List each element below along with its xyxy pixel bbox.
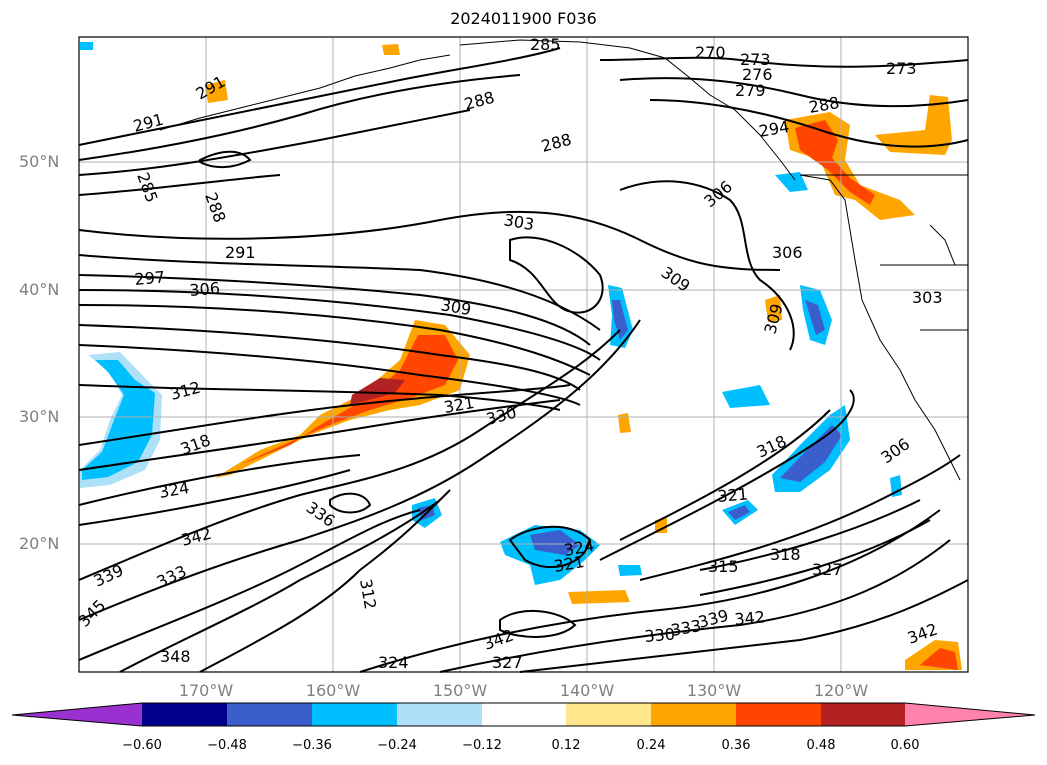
contour-label: 276 bbox=[742, 65, 773, 84]
colorbar-segment bbox=[821, 703, 905, 726]
contour-label: 312 bbox=[356, 577, 380, 610]
lon-label: 120°W bbox=[813, 681, 869, 700]
contour-label: 309 bbox=[761, 302, 787, 336]
colorbar-segment bbox=[482, 703, 566, 726]
contour-label: 306 bbox=[877, 434, 913, 467]
lon-label: 130°W bbox=[686, 681, 742, 700]
contour-label: 303 bbox=[502, 210, 535, 234]
colorbar bbox=[11, 702, 1036, 727]
lat-label: 40°N bbox=[19, 280, 60, 299]
contour-label: 312 bbox=[168, 378, 202, 404]
contour-label: 339 bbox=[696, 606, 730, 632]
contour-label: 291 bbox=[131, 110, 165, 136]
contour-label: 345 bbox=[74, 596, 109, 631]
contour-label: 288 bbox=[462, 88, 496, 114]
colorbar-segment bbox=[651, 703, 736, 726]
lat-label: 20°N bbox=[19, 534, 60, 553]
contour-label: 291 bbox=[225, 243, 256, 262]
contour-label: 273 bbox=[740, 50, 771, 69]
contour-label: 327 bbox=[812, 560, 843, 579]
colorbar-segment bbox=[227, 703, 312, 726]
colorbar-tick-label: −0.48 bbox=[207, 738, 247, 753]
contour-label: 318 bbox=[770, 545, 801, 564]
lat-label: 30°N bbox=[19, 407, 60, 426]
colorbar-tick-label: 0.12 bbox=[551, 738, 581, 753]
contour-label: 309 bbox=[439, 295, 472, 319]
lon-label: 170°W bbox=[178, 681, 234, 700]
contour-label: 303 bbox=[912, 288, 943, 307]
contour-label: 294 bbox=[757, 117, 790, 141]
graticule bbox=[79, 37, 968, 672]
colorbar-extend-high bbox=[905, 703, 1035, 726]
colorbar-tick-label: 0.48 bbox=[806, 738, 836, 753]
contour-label: 321 bbox=[442, 393, 475, 417]
contour-label: 306 bbox=[189, 278, 221, 300]
map-title: 2024011900 F036 bbox=[450, 9, 597, 28]
contour-label: 342 bbox=[734, 607, 766, 629]
colorbar-tick-label: −0.24 bbox=[377, 738, 417, 753]
contour-label: 285 bbox=[530, 35, 561, 54]
contour-label: 318 bbox=[178, 430, 213, 458]
contour-label: 324 bbox=[157, 478, 190, 502]
colorbar-segment bbox=[397, 703, 482, 726]
contour-label: 321 bbox=[717, 484, 749, 506]
contour-label: 309 bbox=[658, 263, 694, 296]
map-frame bbox=[78, 36, 969, 673]
colorbar-extend-low bbox=[12, 703, 142, 726]
colorbar-tick-label: −0.60 bbox=[122, 738, 162, 753]
contour-label: 288 bbox=[539, 130, 573, 156]
lon-label: 150°W bbox=[432, 681, 488, 700]
contour-label: 339 bbox=[91, 560, 127, 590]
contour-label: 324 bbox=[378, 653, 409, 672]
colorbar-segment bbox=[566, 703, 651, 726]
contour-label: 288 bbox=[201, 190, 229, 225]
colorbar-segment bbox=[736, 703, 821, 726]
contour-lines bbox=[78, 47, 969, 673]
lon-label: 140°W bbox=[559, 681, 615, 700]
colorbar-segment bbox=[142, 703, 227, 726]
colorbar-tick-label: 0.36 bbox=[721, 738, 751, 753]
contour-label: 297 bbox=[134, 267, 166, 289]
contour-label: 306 bbox=[772, 243, 803, 262]
contour-label: 315 bbox=[708, 557, 739, 576]
contour-label: 270 bbox=[695, 43, 726, 62]
coastlines bbox=[159, 39, 968, 481]
contour-label: 327 bbox=[492, 653, 523, 672]
contour-label: 321 bbox=[552, 552, 585, 576]
colorbar-tick-label: −0.12 bbox=[462, 738, 502, 753]
contour-label: 273 bbox=[886, 59, 917, 78]
colorbar-tick-label: −0.36 bbox=[292, 738, 332, 753]
colorbar-tick-label: 0.60 bbox=[890, 738, 920, 753]
contour-label: 342 bbox=[481, 625, 516, 653]
contour-label: 342 bbox=[179, 524, 213, 550]
contour-label: 330 bbox=[484, 403, 518, 429]
contour-label: 288 bbox=[807, 93, 840, 117]
lat-label: 50°N bbox=[19, 152, 60, 171]
contour-label: 285 bbox=[133, 170, 161, 205]
lon-label: 160°W bbox=[305, 681, 361, 700]
contour-label: 333 bbox=[154, 561, 190, 591]
colorbar-tick-label: 0.24 bbox=[636, 738, 666, 753]
contour-label: 306 bbox=[700, 177, 736, 211]
contour-label: 348 bbox=[160, 647, 191, 666]
shaded-fields bbox=[80, 42, 962, 670]
colorbar-segment bbox=[312, 703, 397, 726]
contour-label: 279 bbox=[735, 81, 766, 100]
contour-label: 330 bbox=[644, 624, 676, 646]
